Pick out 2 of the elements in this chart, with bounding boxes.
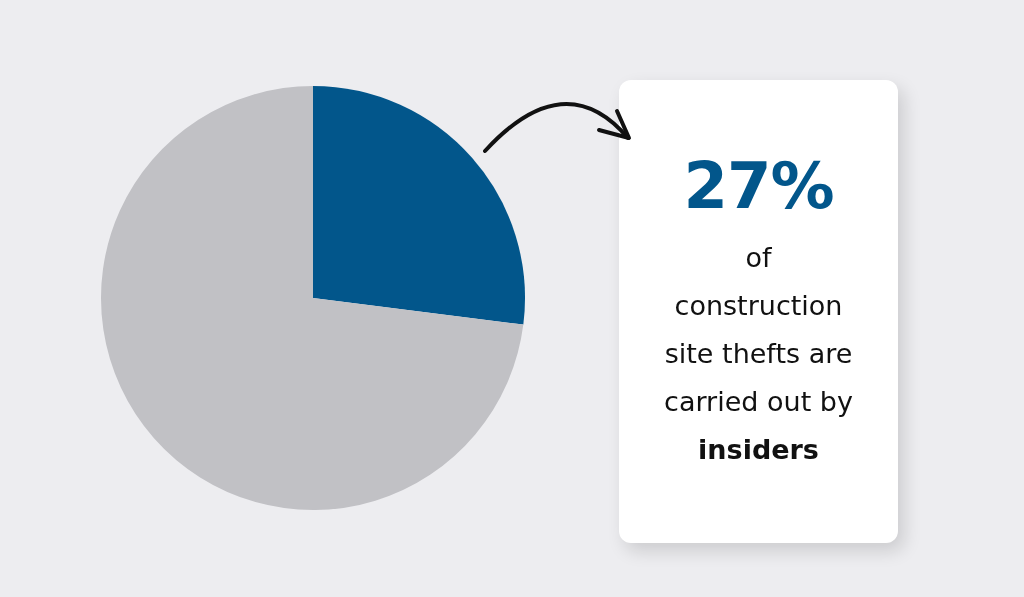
text: insiders: [697, 433, 820, 467]
text: 27%: [682, 149, 835, 223]
